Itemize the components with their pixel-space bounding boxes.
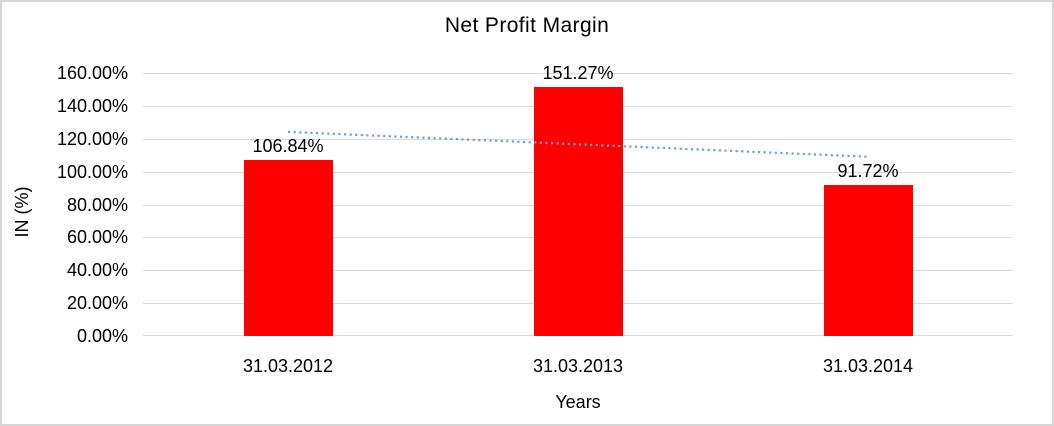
y-axis-tick-label: 80.00% (66, 195, 128, 215)
y-axis-tick-label: 0.00% (76, 326, 128, 346)
data-label-31.03.2014: 91.72% (837, 161, 899, 182)
y-axis-tick-label: 140.00% (56, 96, 128, 116)
trendline (287, 130, 869, 158)
y-axis-tick-label: 120.00% (56, 129, 128, 149)
y-axis-tick-label: 20.00% (66, 293, 128, 313)
data-label-31.03.2012: 106.84% (252, 136, 324, 157)
bar-31.03.2013 (533, 87, 623, 336)
y-axis-tick-label: 40.00% (66, 260, 128, 280)
plot-area (143, 73, 1013, 336)
chart-title: Net Profit Margin (444, 14, 610, 37)
trendline-line (287, 130, 869, 158)
x-axis-tick-label: 31.03.2012 (242, 356, 334, 376)
gridline (143, 73, 1013, 74)
x-axis-tick-label: 31.03.2014 (822, 356, 914, 376)
x-axis-title: Years (555, 392, 601, 412)
x-axis-tick-label: 31.03.2013 (532, 356, 624, 376)
bar-31.03.2014 (823, 185, 913, 336)
y-axis-tick-label: 100.00% (56, 162, 128, 182)
bar-31.03.2012 (243, 160, 333, 336)
y-axis-tick-label: 160.00% (56, 63, 128, 83)
y-axis-tick-label: 60.00% (66, 227, 128, 247)
data-label-31.03.2013: 151.27% (542, 63, 614, 84)
